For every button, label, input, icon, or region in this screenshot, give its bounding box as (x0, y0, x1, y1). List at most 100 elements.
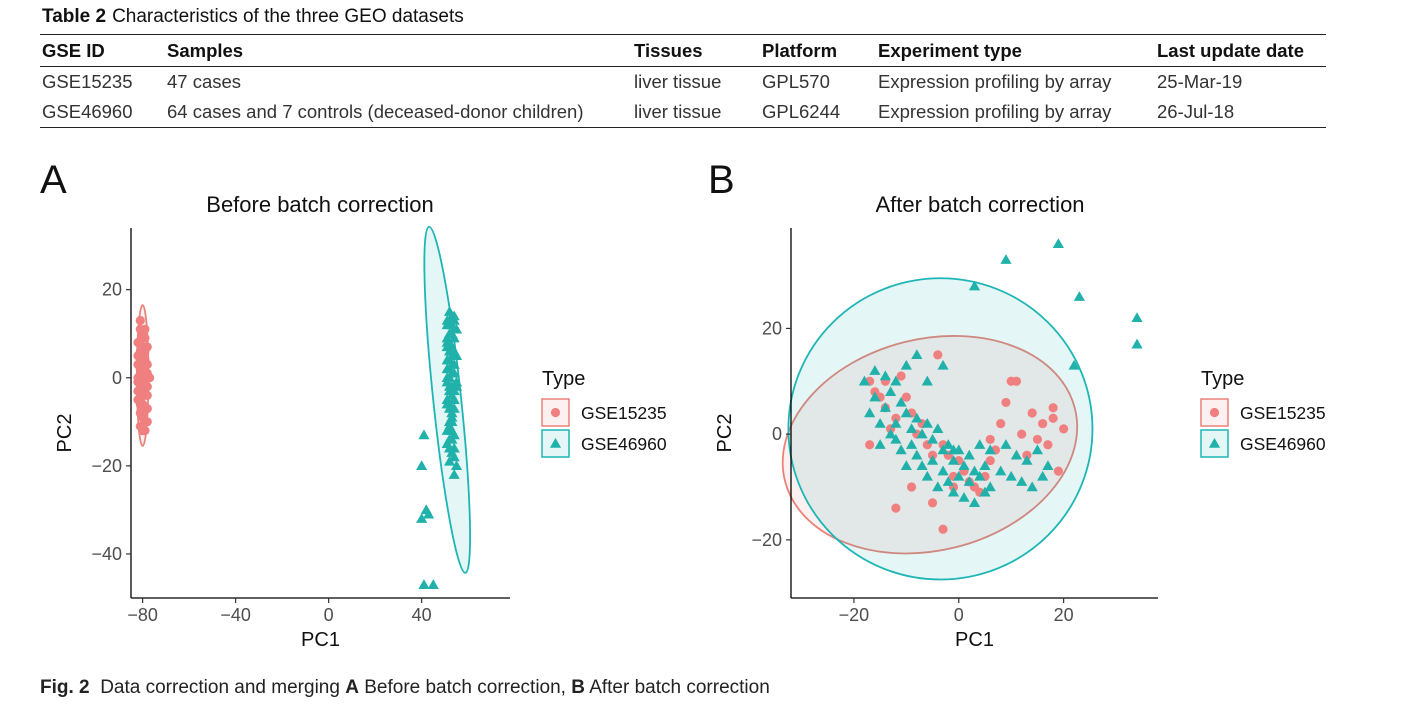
data-point-circle (135, 315, 145, 326)
data-point-triangle (448, 451, 460, 462)
data-point-triangle (937, 359, 949, 370)
table-label: Table 2 (42, 6, 107, 27)
data-point-triangle (450, 460, 463, 471)
data-point-circle (1027, 408, 1037, 418)
data-point-triangle (958, 460, 970, 471)
data-point-triangle (974, 439, 986, 449)
data-point-triangle (953, 470, 965, 481)
legend-entry-label: GSE15235 (1240, 403, 1326, 423)
y-tick-label: 0 (112, 368, 122, 388)
data-point-triangle (921, 470, 933, 481)
data-point-triangle (446, 328, 458, 338)
x-tick-label: −40 (220, 605, 251, 625)
data-point-circle (996, 418, 1006, 429)
panel-b-letter: B (708, 158, 735, 202)
data-point-triangle (1052, 238, 1064, 249)
data-point-triangle (450, 380, 463, 391)
x-tick-label: −80 (127, 605, 158, 625)
data-point-triangle (416, 513, 428, 523)
y-tick-label: −20 (91, 456, 122, 476)
legend-entry-label: GSE46960 (581, 434, 667, 454)
data-point-triangle (895, 444, 907, 455)
figure-caption-text: Data correction and merging (100, 677, 340, 698)
cell-tissues: liver tissue (634, 101, 722, 122)
y-tick-label: 0 (772, 424, 782, 444)
data-point-circle (1059, 424, 1069, 434)
header-gse-id: GSE ID (42, 39, 105, 61)
data-point-triangle (448, 469, 460, 479)
cell-last-update: 26-Jul-18 (1157, 101, 1235, 122)
data-point-triangle (418, 429, 430, 440)
data-point-circle (1001, 397, 1011, 408)
data-point-triangle (890, 417, 902, 428)
data-point-circle (1043, 440, 1053, 450)
data-point-triangle (963, 449, 975, 460)
x-axis-label: PC1 (301, 629, 340, 651)
table-header-row: GSE ID Samples Tissues Platform Experime… (40, 34, 1326, 67)
data-point-triangle (1016, 476, 1028, 486)
data-point-triangle (942, 439, 954, 449)
data-point-triangle (874, 417, 886, 428)
legend-circle-icon (550, 407, 561, 418)
cell-samples: 64 cases and 7 controls (deceased-donor … (167, 101, 584, 122)
data-point-triangle (448, 314, 460, 325)
panel-a-letter: A (40, 158, 67, 202)
data-point-triangle (900, 407, 912, 418)
data-point-triangle (968, 280, 981, 291)
data-point-circle (1032, 434, 1043, 445)
data-point-triangle (905, 423, 918, 434)
y-tick-label: 20 (102, 280, 122, 300)
data-point-circle (985, 434, 995, 445)
data-point-triangle (947, 486, 960, 497)
legend-key (1200, 398, 1229, 427)
data-point-triangle (1131, 338, 1143, 349)
data-point-triangle (932, 423, 944, 434)
header-last-update: Last update date (1157, 39, 1304, 61)
legend-triangle-icon (549, 437, 562, 448)
cell-last-update: 25-Mar-19 (1157, 71, 1243, 92)
figure-label: Fig. 2 (40, 677, 90, 698)
data-point-triangle (932, 481, 944, 492)
data-point-circle (1048, 403, 1058, 413)
data-point-triangle (890, 375, 902, 386)
x-tick-label: 40 (412, 605, 432, 625)
data-point-circle (135, 324, 145, 334)
data-point-triangle (885, 386, 897, 397)
data-point-circle (1048, 413, 1058, 423)
x-tick-label: −20 (839, 605, 870, 625)
data-point-triangle (879, 370, 891, 381)
data-point-circle (135, 355, 145, 365)
table-caption-text: Characteristics of the three GEO dataset… (112, 6, 464, 27)
legend: Type GSE15235 GSE46960 (1200, 368, 1326, 458)
data-point-triangle (900, 460, 912, 471)
data-table-block: Table 2 Characteristics of the three GEO … (40, 4, 1326, 128)
header-samples: Samples (167, 39, 244, 61)
data-point-circle (1011, 376, 1022, 386)
data-point-triangle (446, 416, 458, 427)
data-point-triangle (942, 476, 954, 486)
data-point-triangle (443, 433, 456, 444)
data-point-triangle (979, 460, 991, 471)
data-point-triangle (926, 454, 939, 465)
data-point-triangle (1000, 254, 1012, 264)
plot-title: After batch correction (875, 192, 1084, 217)
data-point-circle (901, 392, 911, 402)
data-point-triangle (1068, 359, 1080, 370)
data-point-triangle (1000, 439, 1012, 449)
series-gse46960 (416, 306, 463, 589)
figure-part-a-letter: A (345, 677, 359, 698)
data-point-triangle (984, 444, 996, 455)
data-point-triangle (937, 465, 949, 476)
y-axis-label: PC2 (54, 414, 76, 453)
data-point-circle (138, 426, 148, 436)
data-point-triangle (427, 579, 439, 589)
legend-circle-icon (1209, 407, 1220, 418)
cell-gse-id: GSE15235 (42, 71, 133, 92)
data-point-triangle (874, 439, 886, 449)
data-point-circle (891, 503, 901, 513)
data-point-triangle (1010, 449, 1023, 460)
data-point-triangle (895, 396, 907, 407)
data-point-triangle (1131, 312, 1143, 323)
figure-part-b-text: After batch correction (589, 677, 770, 698)
data-point-triangle (984, 481, 996, 492)
